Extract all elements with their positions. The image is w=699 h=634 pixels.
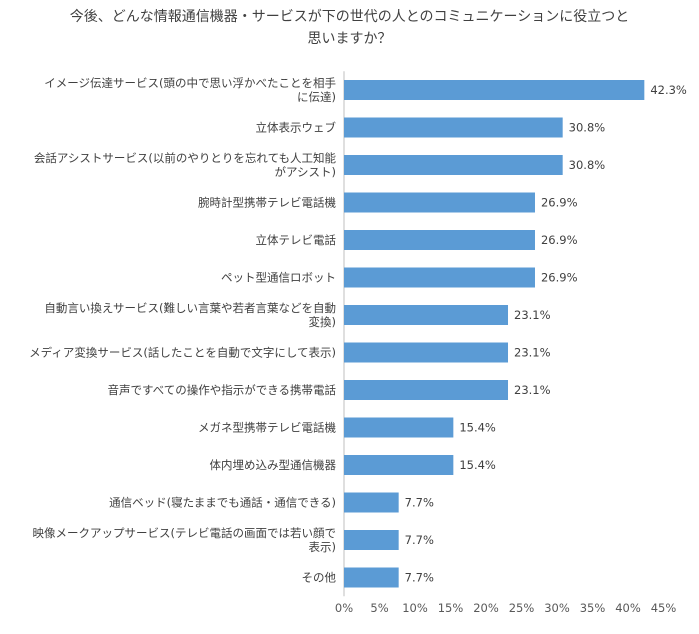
bar-1	[344, 117, 563, 138]
category-label-12-line-2: 表示)	[309, 540, 337, 554]
data-label-2: 30.8%	[569, 158, 606, 172]
category-label-10: 体内埋め込み型通信機器	[210, 458, 337, 472]
data-label-8: 23.1%	[514, 383, 551, 397]
category-label-7: メディア変換サービス(話したことを自動で文字にして表示)	[29, 346, 336, 360]
category-label-11: 通信ベッド(寝たままでも通話・通信できる)	[109, 496, 336, 510]
x-tick-label-5: 25%	[509, 601, 535, 615]
chart-title-line-2: 思いますか？	[307, 31, 392, 47]
category-label-2-line-2: がアシスト)	[274, 165, 336, 179]
data-label-10: 15.4%	[459, 458, 496, 472]
bar-2	[344, 155, 563, 175]
bar-12	[344, 530, 399, 550]
data-label-4: 26.9%	[541, 233, 578, 247]
data-label-1: 30.8%	[569, 121, 606, 135]
data-label-9: 15.4%	[459, 421, 496, 435]
data-label-0: 42.3%	[650, 83, 687, 97]
x-tick-label-4: 20%	[473, 601, 499, 615]
bar-8	[344, 380, 509, 400]
category-label-8: 音声ですべての操作や指示ができる携帯電話	[107, 383, 336, 397]
category-label-0-line-2: に伝達)	[297, 90, 336, 104]
x-tick-label-0: 0%	[335, 601, 353, 615]
bar-6	[344, 305, 509, 325]
category-label-0-line-1: イメージ伝達サービス(頭の中で思い浮かべたことを相手	[44, 76, 336, 90]
bar-10	[344, 455, 454, 475]
bar-11	[344, 492, 399, 513]
bar-9	[344, 417, 454, 438]
data-label-7: 23.1%	[514, 346, 551, 360]
category-label-1: 立体表示ウェブ	[256, 121, 337, 135]
x-tick-label-8: 40%	[615, 601, 641, 615]
data-label-5: 26.9%	[541, 271, 578, 285]
category-label-5: ペット型通信ロボット	[221, 271, 336, 285]
x-tick-label-3: 15%	[438, 601, 464, 615]
category-label-12-line-1: 映像メークアップサービス(テレビ電話の画面では若い顔で	[33, 526, 336, 540]
category-label-2-line-1: 会話アシストサービス(以前のやりとりを忘れても人工知能	[34, 151, 337, 165]
bar-13	[344, 567, 399, 588]
bar-0	[344, 80, 645, 100]
data-label-13: 7.7%	[405, 571, 434, 585]
category-label-9: メガネ型携帯テレビ電話機	[198, 421, 336, 435]
data-label-11: 7.7%	[405, 496, 434, 510]
category-label-6-line-1: 自動言い換えサービス(難しい言葉や若者言葉などを自動	[44, 301, 336, 315]
x-tick-label-1: 5%	[370, 601, 388, 615]
bar-7	[344, 342, 509, 363]
category-label-3: 腕時計型携帯テレビ電話機	[198, 196, 336, 210]
category-label-4: 立体テレビ電話	[256, 233, 337, 247]
bar-4	[344, 230, 535, 250]
x-tick-label-9: 45%	[651, 601, 677, 615]
x-tick-label-7: 35%	[580, 601, 606, 615]
chart-title: 今後、どんな情報通信機器・サービスが下の世代の人とのコミュニケーションに役立つと…	[0, 6, 699, 50]
data-label-12: 7.7%	[405, 533, 434, 547]
data-label-3: 26.9%	[541, 196, 578, 210]
chart-title-line-1: 今後、どんな情報通信機器・サービスが下の世代の人とのコミュニケーションに役立つと	[69, 9, 630, 25]
category-label-13: その他	[302, 571, 337, 585]
bar-3	[344, 192, 535, 213]
x-tick-label-6: 30%	[544, 601, 570, 615]
bar-5	[344, 267, 535, 288]
x-tick-label-2: 10%	[402, 601, 428, 615]
category-label-6-line-2: 変換)	[309, 315, 337, 329]
data-label-6: 23.1%	[514, 308, 551, 322]
